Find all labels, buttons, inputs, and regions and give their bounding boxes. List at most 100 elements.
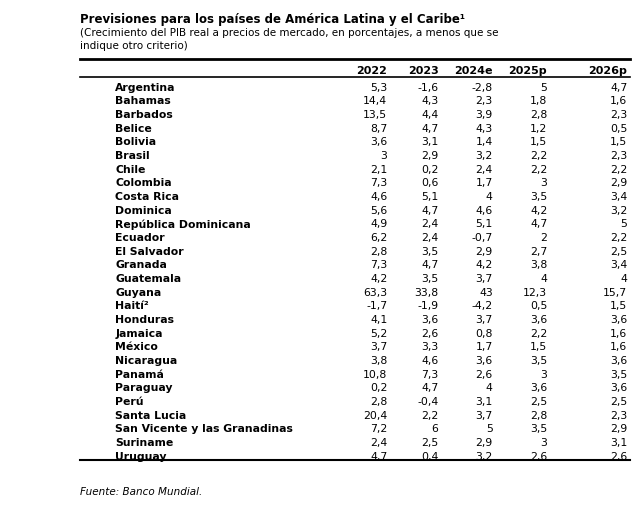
Text: 13,5: 13,5	[363, 110, 387, 120]
Text: 4: 4	[540, 273, 547, 284]
Text: -0,7: -0,7	[472, 233, 493, 242]
Text: 5: 5	[620, 219, 627, 229]
Text: 2,9: 2,9	[610, 423, 627, 434]
Text: 0,5: 0,5	[530, 301, 547, 310]
Text: 2,4: 2,4	[370, 437, 387, 447]
Text: 5,1: 5,1	[476, 219, 493, 229]
Text: 2023: 2023	[408, 66, 438, 76]
Text: 8,7: 8,7	[370, 123, 387, 133]
Text: 2,2: 2,2	[530, 328, 547, 338]
Text: 3,6: 3,6	[530, 315, 547, 324]
Text: 14,4: 14,4	[363, 96, 387, 106]
Text: Santa Lucia: Santa Lucia	[115, 410, 186, 420]
Text: 3,5: 3,5	[530, 423, 547, 434]
Text: 3,2: 3,2	[476, 451, 493, 461]
Text: 2025p: 2025p	[509, 66, 547, 76]
Text: 12,3: 12,3	[523, 287, 547, 297]
Text: 4,6: 4,6	[421, 355, 438, 365]
Text: República Dominicana: República Dominicana	[115, 219, 251, 230]
Text: 2,5: 2,5	[530, 396, 547, 406]
Text: 6,2: 6,2	[370, 233, 387, 242]
Text: 2,6: 2,6	[610, 451, 627, 461]
Text: 4,7: 4,7	[421, 205, 438, 215]
Text: 2,9: 2,9	[610, 178, 627, 188]
Text: 1,7: 1,7	[476, 178, 493, 188]
Text: 2,2: 2,2	[421, 410, 438, 420]
Text: 2,3: 2,3	[610, 410, 627, 420]
Text: 3: 3	[540, 437, 547, 447]
Text: -1,7: -1,7	[366, 301, 387, 310]
Text: 3: 3	[540, 369, 547, 379]
Text: 2,7: 2,7	[530, 246, 547, 256]
Text: 2,4: 2,4	[421, 233, 438, 242]
Text: 7,2: 7,2	[370, 423, 387, 434]
Text: 3: 3	[540, 178, 547, 188]
Text: 1,5: 1,5	[530, 137, 547, 147]
Text: 3,5: 3,5	[421, 273, 438, 284]
Text: 3,1: 3,1	[421, 137, 438, 147]
Text: 1,5: 1,5	[610, 137, 627, 147]
Text: 3,1: 3,1	[610, 437, 627, 447]
Text: 2,6: 2,6	[476, 369, 493, 379]
Text: 2,3: 2,3	[476, 96, 493, 106]
Text: 5,1: 5,1	[421, 191, 438, 202]
Text: 5,6: 5,6	[370, 205, 387, 215]
Text: Panamá: Panamá	[115, 369, 164, 379]
Text: 4,7: 4,7	[421, 260, 438, 270]
Text: 3,7: 3,7	[476, 315, 493, 324]
Text: 4,2: 4,2	[476, 260, 493, 270]
Text: 4,6: 4,6	[370, 191, 387, 202]
Text: 33,8: 33,8	[414, 287, 438, 297]
Text: Argentina: Argentina	[115, 82, 176, 93]
Text: 5,2: 5,2	[370, 328, 387, 338]
Text: 4,7: 4,7	[370, 451, 387, 461]
Text: 2026p: 2026p	[588, 66, 627, 76]
Text: 1,6: 1,6	[610, 96, 627, 106]
Text: 2,6: 2,6	[530, 451, 547, 461]
Text: 2,1: 2,1	[370, 164, 387, 174]
Text: Ecuador: Ecuador	[115, 233, 165, 242]
Text: El Salvador: El Salvador	[115, 246, 184, 256]
Text: 3,3: 3,3	[421, 342, 438, 352]
Text: -1,6: -1,6	[417, 82, 438, 93]
Text: 4: 4	[486, 383, 493, 392]
Text: 4,2: 4,2	[370, 273, 387, 284]
Text: 4,7: 4,7	[421, 383, 438, 392]
Text: 3,9: 3,9	[476, 110, 493, 120]
Text: 0,2: 0,2	[421, 164, 438, 174]
Text: 4,6: 4,6	[476, 205, 493, 215]
Text: 1,8: 1,8	[530, 96, 547, 106]
Text: 2,9: 2,9	[476, 246, 493, 256]
Text: Guatemala: Guatemala	[115, 273, 181, 284]
Text: Colombia: Colombia	[115, 178, 172, 188]
Text: 3,7: 3,7	[476, 273, 493, 284]
Text: -1,9: -1,9	[417, 301, 438, 310]
Text: -4,2: -4,2	[472, 301, 493, 310]
Text: Jamaica: Jamaica	[115, 328, 163, 338]
Text: 3,2: 3,2	[476, 151, 493, 161]
Text: 4: 4	[486, 191, 493, 202]
Text: 2,6: 2,6	[421, 328, 438, 338]
Text: 3,4: 3,4	[610, 260, 627, 270]
Text: 3,7: 3,7	[476, 410, 493, 420]
Text: Suriname: Suriname	[115, 437, 173, 447]
Text: Bahamas: Bahamas	[115, 96, 171, 106]
Text: 4,3: 4,3	[476, 123, 493, 133]
Text: Granada: Granada	[115, 260, 167, 270]
Text: Uruguay: Uruguay	[115, 451, 166, 461]
Text: Belice: Belice	[115, 123, 152, 133]
Text: 3,5: 3,5	[530, 191, 547, 202]
Text: 3,8: 3,8	[530, 260, 547, 270]
Text: Perú: Perú	[115, 396, 144, 406]
Text: Fuente: Banco Mundial.: Fuente: Banco Mundial.	[80, 486, 202, 496]
Text: Costa Rica: Costa Rica	[115, 191, 179, 202]
Text: 3,4: 3,4	[610, 191, 627, 202]
Text: 0,6: 0,6	[421, 178, 438, 188]
Text: 3,2: 3,2	[610, 205, 627, 215]
Text: 3,6: 3,6	[610, 315, 627, 324]
Text: 3,5: 3,5	[421, 246, 438, 256]
Text: 1,7: 1,7	[476, 342, 493, 352]
Text: 2,8: 2,8	[530, 410, 547, 420]
Text: 2022: 2022	[356, 66, 387, 76]
Text: 2,4: 2,4	[421, 219, 438, 229]
